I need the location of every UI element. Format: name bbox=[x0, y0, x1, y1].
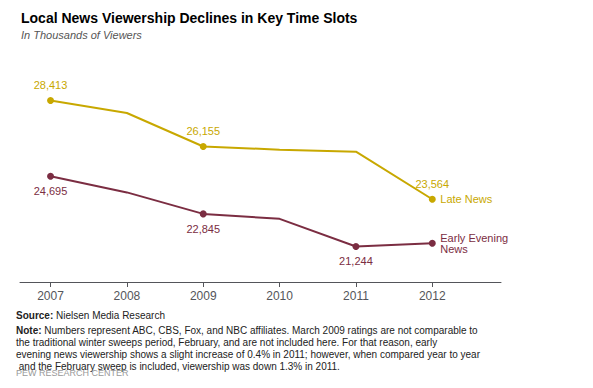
svg-text:In Thousands of Viewers: In Thousands of Viewers bbox=[21, 29, 142, 41]
svg-text:and the February sweep is incl: and the February sweep is included, view… bbox=[16, 360, 340, 372]
svg-text:Nielsen Media Research: Nielsen Media Research bbox=[53, 310, 165, 321]
svg-text:2012: 2012 bbox=[419, 289, 446, 303]
svg-text:2009: 2009 bbox=[190, 289, 217, 303]
svg-text:24,695: 24,695 bbox=[34, 185, 68, 197]
svg-text:the traditional winter sweeps: the traditional winter sweeps period, Fe… bbox=[16, 337, 440, 348]
svg-text:Note:: Note: bbox=[16, 325, 42, 336]
svg-text:2010: 2010 bbox=[266, 289, 293, 303]
svg-text:News: News bbox=[440, 243, 468, 255]
svg-text:PEW RESEARCH CENTER: PEW RESEARCH CENTER bbox=[16, 368, 129, 378]
svg-text:Late News: Late News bbox=[440, 193, 492, 205]
svg-text:2007: 2007 bbox=[37, 289, 64, 303]
svg-text:Local News Viewership Declines: Local News Viewership Declines in Key Ti… bbox=[21, 10, 358, 26]
svg-text:23,564: 23,564 bbox=[415, 178, 449, 190]
svg-text:2011: 2011 bbox=[343, 289, 369, 303]
svg-text:2008: 2008 bbox=[114, 289, 141, 303]
svg-text:28,413: 28,413 bbox=[34, 79, 68, 91]
svg-text:Numbers represent ABC, CBS, Fo: Numbers represent ABC, CBS, Fox, and NBC… bbox=[42, 325, 481, 336]
svg-text:21,244: 21,244 bbox=[339, 255, 373, 267]
svg-text:Source:: Source: bbox=[16, 310, 53, 321]
svg-text:26,155: 26,155 bbox=[186, 125, 220, 137]
svg-text:22,845: 22,845 bbox=[186, 223, 220, 235]
svg-text:Early Evening: Early Evening bbox=[440, 231, 509, 244]
svg-text:evening news viewership shows: evening news viewership shows a slight i… bbox=[16, 349, 481, 360]
